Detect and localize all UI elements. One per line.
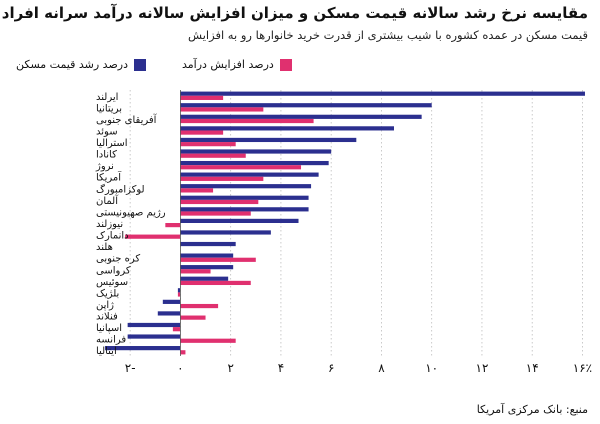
category-label: کرواسی (96, 265, 131, 276)
income-bar (165, 223, 181, 228)
housing-bar (180, 103, 432, 108)
x-tick-label: ۱۲ (476, 361, 489, 375)
income-bar (180, 211, 251, 216)
x-tick-label: ۰ (177, 361, 183, 375)
housing-bar (180, 114, 422, 119)
housing-bar (180, 218, 299, 223)
chart-title: مقایسه نرخ رشد سالانه قیمت مسکن و میزان … (1, 4, 588, 22)
category-label: بریتانیا (96, 103, 122, 114)
category-label: دانمارک (96, 231, 129, 242)
legend-housing: درصد رشد قیمت مسکن (16, 58, 147, 71)
income-bar (180, 280, 251, 286)
housing-bar (180, 137, 357, 143)
category-label: کانادا (96, 150, 117, 161)
income-bar (172, 327, 181, 332)
housing-bar (180, 207, 309, 212)
housing-bar (180, 230, 271, 235)
category-label: سوئد (96, 126, 118, 137)
income-bar (180, 315, 206, 320)
income-bar (180, 95, 224, 100)
category-label: بلژیک (96, 288, 119, 299)
category-label: فرانسه (96, 335, 126, 346)
x-tick-label: ۲- (125, 361, 136, 375)
housing-bar (127, 322, 181, 328)
category-label: سوئیس (96, 277, 128, 288)
income-bar (180, 142, 236, 147)
legend-housing-swatch (134, 58, 147, 71)
housing-bar (180, 184, 312, 189)
housing-bar (177, 288, 181, 293)
income-bar (180, 130, 224, 135)
category-label: آفریقای جنوبی (96, 113, 158, 126)
housing-bar (127, 334, 181, 339)
source-note: منبع: بانک مرکزی آمریکا (476, 403, 588, 416)
legend-income-label: درصد افزایش درآمد (182, 58, 274, 71)
income-bar (180, 153, 246, 158)
housing-bar (180, 265, 234, 270)
x-tick-label: ۱۰ (425, 361, 438, 375)
category-label: لوکزامبورگ (96, 182, 145, 195)
housing-bar (180, 126, 394, 131)
housing-bar (180, 160, 329, 166)
income-bar (180, 303, 219, 309)
housing-bar (180, 195, 309, 200)
category-label: رژیم صهیونیستی (96, 207, 166, 218)
income-bar (180, 107, 264, 112)
income-bar (177, 292, 181, 297)
chart-subtitle: قیمت مسکن در عمده کشوره با شیب بیشتری از… (188, 28, 588, 42)
x-tick-label: ۱۶٪ (573, 361, 592, 375)
category-label: نیوزلند (96, 219, 123, 230)
legend-housing-label: درصد رشد قیمت مسکن (16, 58, 129, 71)
income-bar (180, 165, 302, 170)
housing-bar (180, 172, 319, 177)
income-bar (180, 257, 256, 262)
x-tick-label: ۱۴ (526, 361, 539, 375)
housing-bar (180, 253, 234, 258)
income-bar (180, 350, 186, 355)
category-label: استرالیا (96, 138, 128, 149)
x-tick-label: ۸ (378, 361, 385, 375)
x-tick-label: ۶ (328, 361, 334, 375)
category-label: ایتالیا (96, 346, 117, 357)
housing-bar (180, 276, 229, 281)
housing-bar (180, 241, 236, 247)
housing-bar (105, 346, 181, 351)
legend-income: درصد افزایش درآمد (182, 58, 292, 71)
housing-bar (157, 311, 181, 316)
housing-bar (180, 149, 332, 154)
category-label: آمریکا (96, 171, 122, 184)
income-bar (180, 199, 259, 205)
category-label: اسپانیا (96, 323, 122, 334)
income-bar (125, 234, 181, 239)
category-label: ایرلند (96, 92, 118, 103)
category-label: کره جنوبی (96, 254, 140, 265)
legend-income-swatch (279, 58, 292, 71)
income-bar (180, 269, 211, 274)
category-label: نروژ (95, 161, 114, 172)
housing-bar (162, 299, 181, 304)
category-label: آلمان (96, 194, 119, 207)
category-label: هلند (96, 242, 113, 253)
income-bar (180, 118, 314, 124)
income-bar (180, 188, 214, 193)
category-label: فنلاند (96, 312, 118, 323)
income-bar (180, 338, 236, 343)
x-tick-label: ۲ (227, 361, 233, 375)
x-tick-label: ۴ (278, 361, 284, 375)
income-bar (180, 176, 264, 181)
housing-bar (180, 91, 585, 96)
category-label: ژاپن (96, 300, 114, 311)
